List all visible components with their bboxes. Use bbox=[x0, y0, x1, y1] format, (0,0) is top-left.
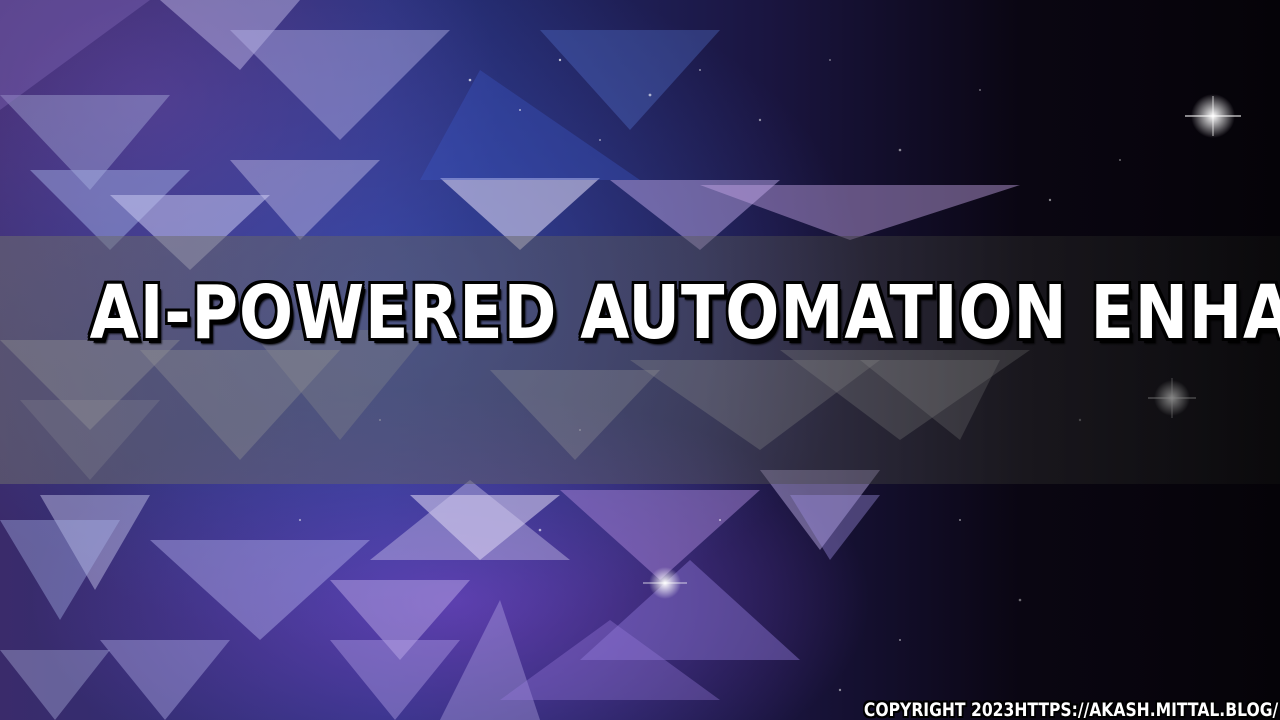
upper-triangles bbox=[0, 0, 1020, 270]
headline-title: AI-POWERED AUTOMATION ENHANCES bbox=[89, 270, 1280, 356]
copyright-footer: COPYRIGHT 2023HTTPS://AKASH.MITTAL.BLOG/ bbox=[863, 699, 1278, 720]
lower-triangles bbox=[0, 470, 880, 720]
headline-band bbox=[0, 236, 1280, 484]
